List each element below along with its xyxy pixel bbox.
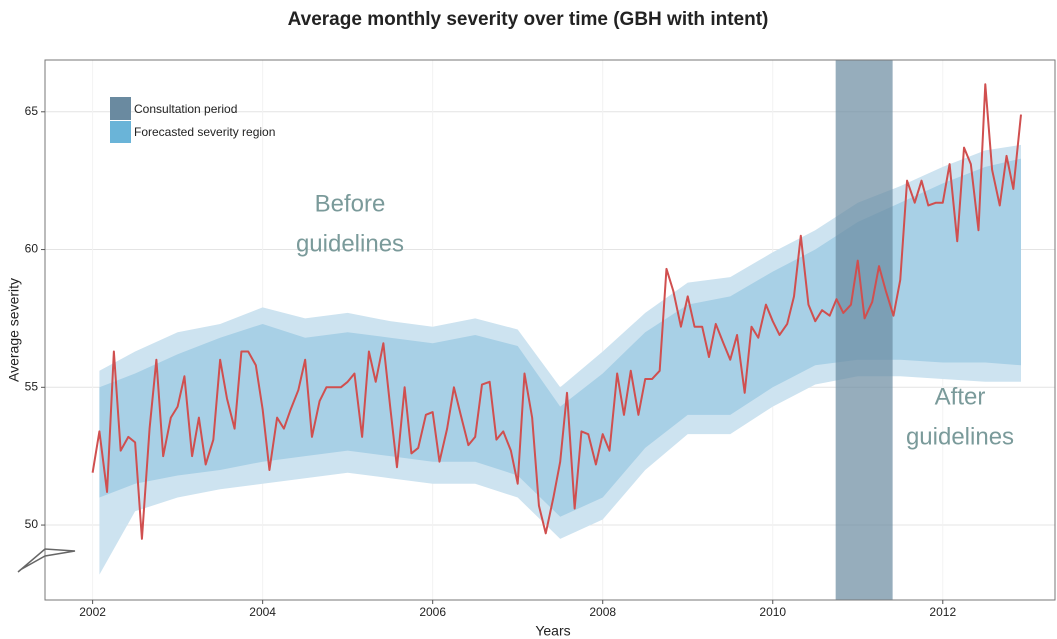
x-axis-label: Years <box>535 623 570 639</box>
plot-area <box>91 60 1022 600</box>
annotation: guidelines <box>906 423 1014 450</box>
x-tick-label: 2004 <box>249 605 276 619</box>
annotation: guidelines <box>296 230 404 257</box>
legend-label: Forecasted severity region <box>134 125 275 139</box>
severity-line <box>91 83 1022 540</box>
y-tick-label: 50 <box>25 517 39 531</box>
consultation-period <box>835 60 893 600</box>
y-axis-label: Average severity <box>6 278 22 382</box>
x-tick-label: 2012 <box>929 605 956 619</box>
x-tick-label: 2002 <box>79 605 106 619</box>
legend-label: Consultation period <box>134 102 237 116</box>
legend-key <box>110 121 131 143</box>
y-tick-label: 60 <box>25 242 39 256</box>
y-tick-label: 55 <box>25 379 39 393</box>
axis-break <box>17 548 76 573</box>
chart-title: Average monthly severity over time (GBH … <box>288 9 769 30</box>
forecast-outer-band <box>99 144 1021 575</box>
panel-border <box>44 59 1056 601</box>
legend-key <box>110 97 131 120</box>
annotation: After <box>935 383 986 410</box>
x-tick-label: 2008 <box>589 605 616 619</box>
x-tick-label: 2010 <box>759 605 786 619</box>
x-tick-label: 2006 <box>419 605 446 619</box>
annotation: Before <box>315 190 386 217</box>
y-tick-label: 65 <box>25 104 39 118</box>
forecast-inner-band <box>99 158 1021 517</box>
